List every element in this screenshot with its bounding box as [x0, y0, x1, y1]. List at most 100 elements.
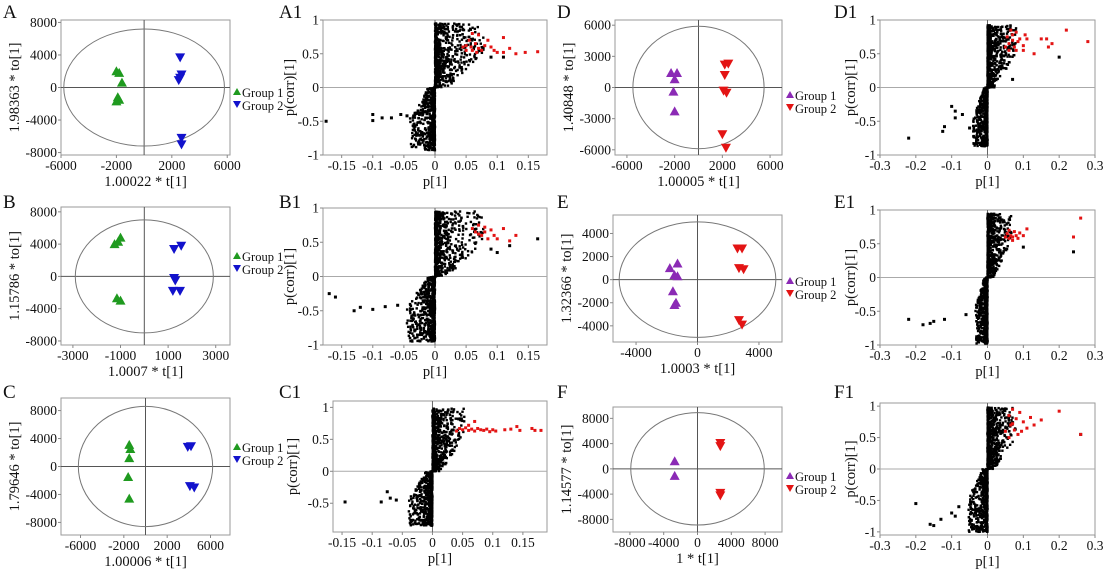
- x-tick-label: -0.15: [328, 348, 356, 363]
- loading-point: [437, 252, 440, 255]
- loading-point: [417, 301, 420, 305]
- loading-point: [460, 417, 463, 420]
- x-tick-label: 0.15: [517, 158, 541, 173]
- loading-point: [447, 258, 450, 261]
- loading-point: [1008, 36, 1012, 39]
- loading-point: [412, 145, 415, 148]
- loading-point: [432, 438, 435, 442]
- significant-point: [501, 227, 505, 231]
- loading-point: [441, 62, 444, 66]
- loading-point: [445, 412, 448, 415]
- loading-point: [421, 332, 425, 335]
- loading-point: [422, 514, 426, 518]
- loading-point: [462, 226, 465, 230]
- loading-point: [430, 106, 433, 110]
- loading-point: [446, 84, 450, 87]
- loading-point: [428, 110, 431, 113]
- loading-point: [427, 89, 430, 92]
- loading-point-outlier: [352, 309, 356, 313]
- loading-point: [424, 296, 427, 299]
- loading-point: [451, 432, 454, 435]
- y-tick-label: -8000: [26, 333, 58, 348]
- y-axis-label: p(corr)[1]: [282, 248, 298, 305]
- loading-point: [461, 254, 464, 257]
- loading-point: [435, 71, 439, 75]
- loading-point: [445, 418, 448, 422]
- loading-point: [471, 236, 475, 239]
- loading-point: [453, 221, 457, 224]
- loading-point-outlier: [396, 303, 400, 307]
- loading-point: [460, 65, 463, 69]
- y-tick-label: 8000: [30, 403, 57, 418]
- y-tick-label: -8000: [26, 515, 58, 530]
- x-tick-label: -2000: [108, 538, 140, 553]
- loading-point: [432, 88, 436, 91]
- loading-point: [431, 458, 435, 461]
- loading-point: [462, 56, 466, 59]
- loading-point: [445, 440, 449, 443]
- loading-point: [439, 214, 443, 217]
- loading-point: [440, 265, 443, 268]
- loading-point: [431, 421, 435, 424]
- data-point-group-2: [176, 133, 187, 143]
- loading-point: [419, 326, 423, 330]
- loading-point: [446, 49, 449, 52]
- loading-point: [414, 301, 417, 305]
- loading-point: [478, 39, 481, 42]
- loading-point: [424, 493, 428, 497]
- loading-point: [423, 480, 427, 484]
- significant-point: [477, 232, 481, 236]
- loading-point: [438, 257, 442, 260]
- loading-point-outlier: [389, 116, 393, 120]
- loading-point: [409, 518, 412, 522]
- loading-point: [445, 442, 449, 445]
- loading-point: [436, 430, 439, 433]
- loading-point: [450, 48, 453, 51]
- loading-point: [418, 133, 421, 137]
- loading-point: [439, 66, 443, 70]
- loading-point: [420, 317, 424, 320]
- loading-point: [428, 289, 431, 292]
- y-tick-label: -1: [865, 148, 876, 163]
- loading-point: [434, 469, 437, 473]
- loading-point: [427, 120, 430, 124]
- loading-point: [458, 34, 462, 37]
- loading-point: [430, 125, 433, 129]
- loading-point: [995, 25, 998, 29]
- loading-point: [972, 127, 976, 130]
- significant-point: [477, 46, 481, 50]
- loading-point: [447, 408, 450, 411]
- loading-point: [454, 228, 457, 231]
- loading-point: [429, 297, 433, 300]
- y-tick-label: 0: [869, 80, 876, 95]
- loading-point-outlier: [536, 237, 540, 241]
- loading-point: [461, 256, 465, 259]
- loading-point: [470, 58, 473, 61]
- loading-point: [415, 291, 419, 295]
- hotelling-ellipse: [63, 28, 225, 147]
- loading-point: [439, 417, 443, 420]
- loading-point: [434, 229, 438, 233]
- loading-point: [440, 85, 443, 89]
- significant-point: [501, 36, 505, 40]
- loading-point: [995, 52, 999, 55]
- loading-point: [453, 214, 457, 217]
- loading-point: [445, 438, 448, 441]
- y-tick-label: 6000: [584, 18, 611, 33]
- loading-point: [445, 450, 448, 453]
- loading-point: [434, 42, 438, 45]
- x-tick-label: -6000: [65, 538, 97, 553]
- loading-point: [473, 236, 476, 239]
- loading-point: [411, 134, 414, 138]
- loading-point: [429, 96, 433, 99]
- loading-point: [421, 296, 425, 299]
- data-point-group-2: [176, 140, 187, 150]
- loading-point: [413, 116, 417, 119]
- loading-point: [433, 323, 437, 326]
- loading-point: [419, 317, 422, 321]
- loading-point: [466, 249, 470, 253]
- loading-point: [413, 112, 416, 116]
- data-point-group-1: [124, 493, 135, 503]
- loading-point: [426, 298, 429, 301]
